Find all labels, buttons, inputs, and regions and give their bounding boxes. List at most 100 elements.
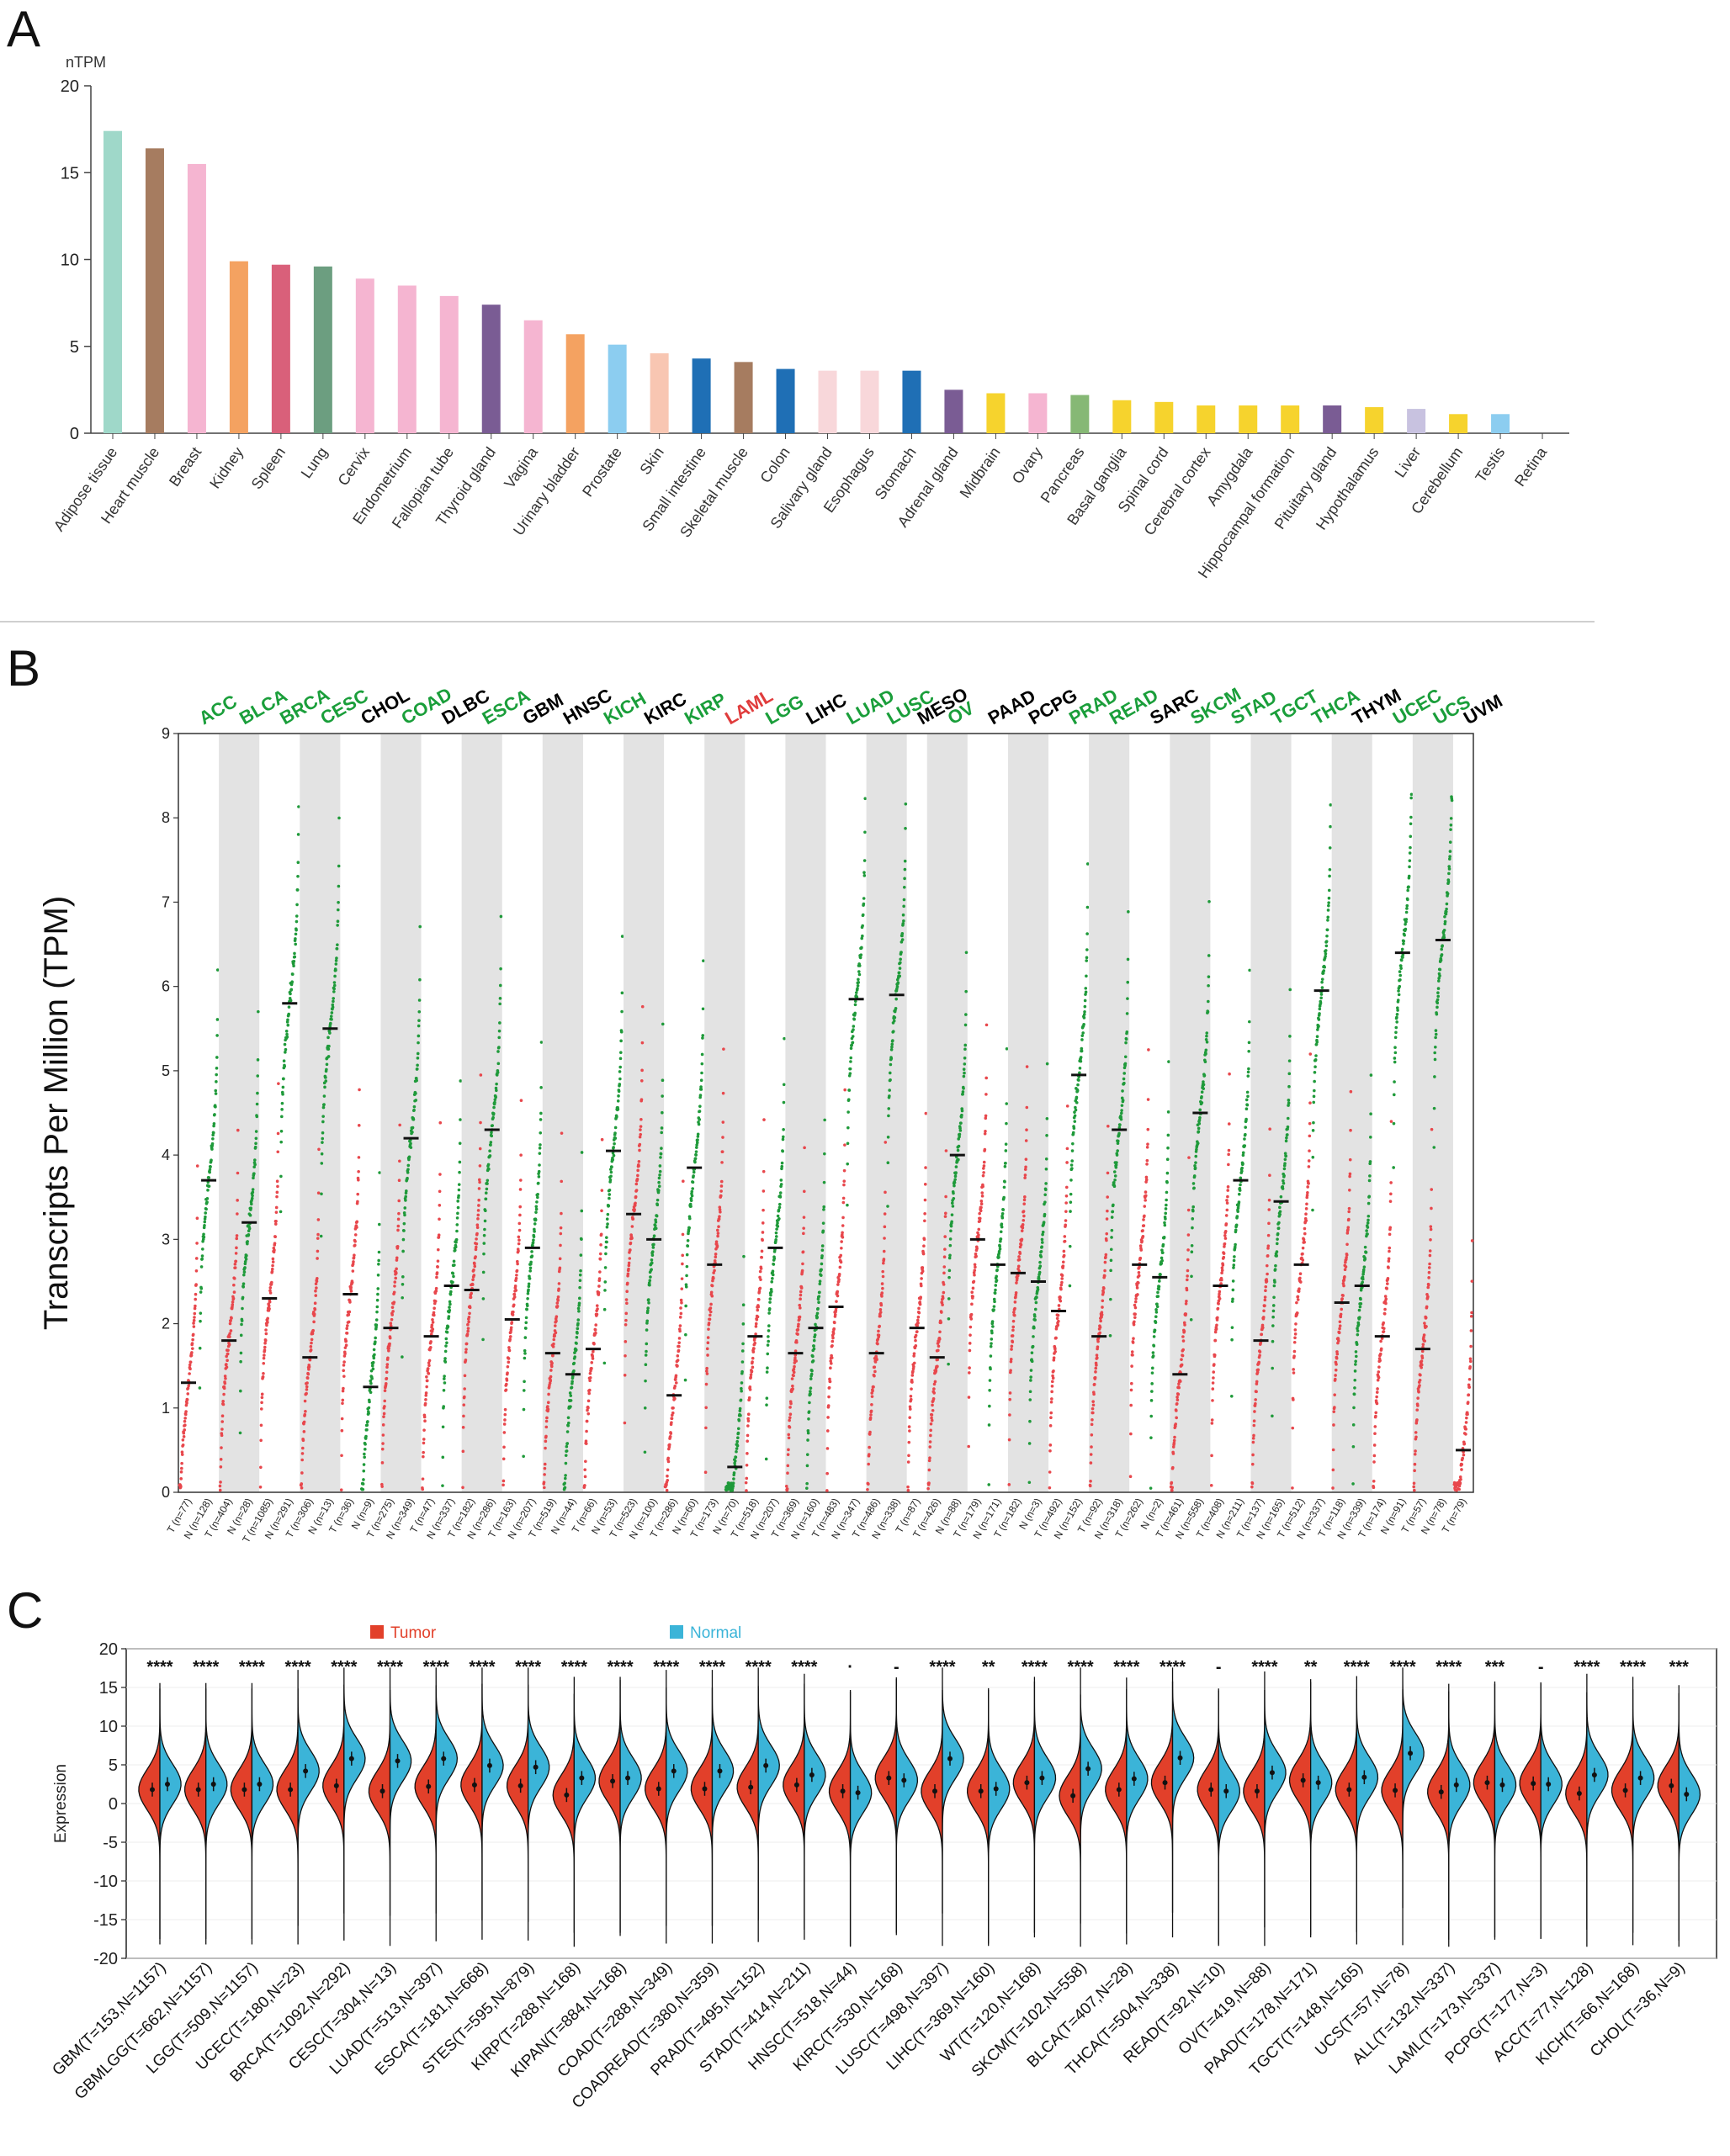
data-point [1031,1344,1035,1348]
data-point [279,1129,284,1133]
data-point [779,1183,783,1186]
data-point [859,953,863,956]
data-point [1368,1160,1372,1163]
data-point [1061,1264,1065,1268]
data-point [382,1415,385,1418]
data-point [782,1083,786,1087]
data-point [200,1254,204,1258]
data-point [1213,1338,1218,1343]
data-point [504,1388,508,1392]
data-point [235,1237,239,1241]
data-point [427,1359,432,1363]
points-pcpg-normal [1027,1062,1049,1485]
data-point [1379,1347,1383,1351]
data-point [880,1291,884,1295]
data-point [1386,1282,1389,1285]
data-point [869,1413,873,1417]
data-point [268,1291,273,1295]
data-point [386,1356,390,1360]
data-point [897,971,901,975]
data-point [998,1244,1002,1248]
data-point [275,1190,279,1195]
data-point [1105,1232,1109,1236]
data-point [302,1420,306,1424]
data-point [565,1430,570,1433]
data-point [815,1316,819,1319]
data-point [1320,977,1324,981]
data-point [457,1194,460,1198]
bar-skin [650,353,669,433]
data-point [1263,1295,1267,1299]
data-point [1044,1188,1048,1192]
data-point [684,1332,687,1337]
data-point [942,1265,947,1269]
data-point [983,1147,987,1152]
data-point [936,1364,939,1369]
data-point [563,1486,567,1490]
data-point [701,1036,704,1040]
data-point [999,1239,1002,1243]
data-point [636,1168,639,1173]
data-point [939,1321,943,1324]
data-point [1395,1013,1399,1016]
points-paad-tumor [967,1023,989,1449]
data-point [765,1396,769,1400]
band-laml [704,734,746,1491]
data-point [537,1175,541,1179]
data-point [1278,1210,1282,1214]
data-point [1124,1041,1128,1045]
median-point [625,1775,631,1781]
data-point [1023,1195,1027,1199]
data-point [1033,1307,1037,1311]
data-point [1069,1192,1073,1196]
data-point [1109,1269,1112,1273]
data-point [1319,996,1323,1000]
bar-prostate [608,344,627,433]
data-point [390,1306,395,1309]
data-point [523,1336,528,1339]
data-point [1266,1247,1270,1250]
data-point [411,1131,414,1134]
data-point [899,957,902,961]
data-point [340,1417,344,1421]
data-point [1040,1237,1044,1242]
data-point [436,1248,440,1252]
data-point [1020,1229,1024,1232]
data-point [262,1356,266,1360]
data-point [907,1454,910,1458]
data-point [1038,1264,1043,1268]
data-point [1202,1080,1205,1083]
data-point [980,1191,984,1195]
data-point [788,1406,792,1409]
data-point [701,1007,705,1011]
significance-label: **** [699,1658,725,1677]
data-point [1011,1325,1016,1329]
data-point [1084,987,1088,990]
data-point [552,1342,555,1346]
data-point [471,1278,475,1282]
data-point [1404,910,1409,914]
data-point [567,1421,570,1425]
data-point [378,1171,381,1174]
data-point [479,1120,482,1125]
data-point [1358,1305,1362,1309]
data-point [695,1146,698,1149]
significance-label: **** [331,1658,357,1677]
data-point [888,1089,891,1092]
data-point [1175,1398,1180,1402]
data-point [263,1345,267,1349]
data-point [218,1484,222,1488]
data-point [204,1211,208,1215]
data-point [755,1318,759,1322]
data-point [1433,1075,1436,1078]
data-point [378,1222,381,1226]
data-point [469,1295,473,1300]
data-point [332,997,336,1000]
data-point [1005,1046,1009,1051]
data-point [1100,1315,1103,1319]
data-point [194,1297,198,1301]
data-point [253,1145,257,1149]
data-point [1399,964,1403,967]
data-point [183,1412,188,1417]
legend-swatch-normal [670,1625,683,1639]
